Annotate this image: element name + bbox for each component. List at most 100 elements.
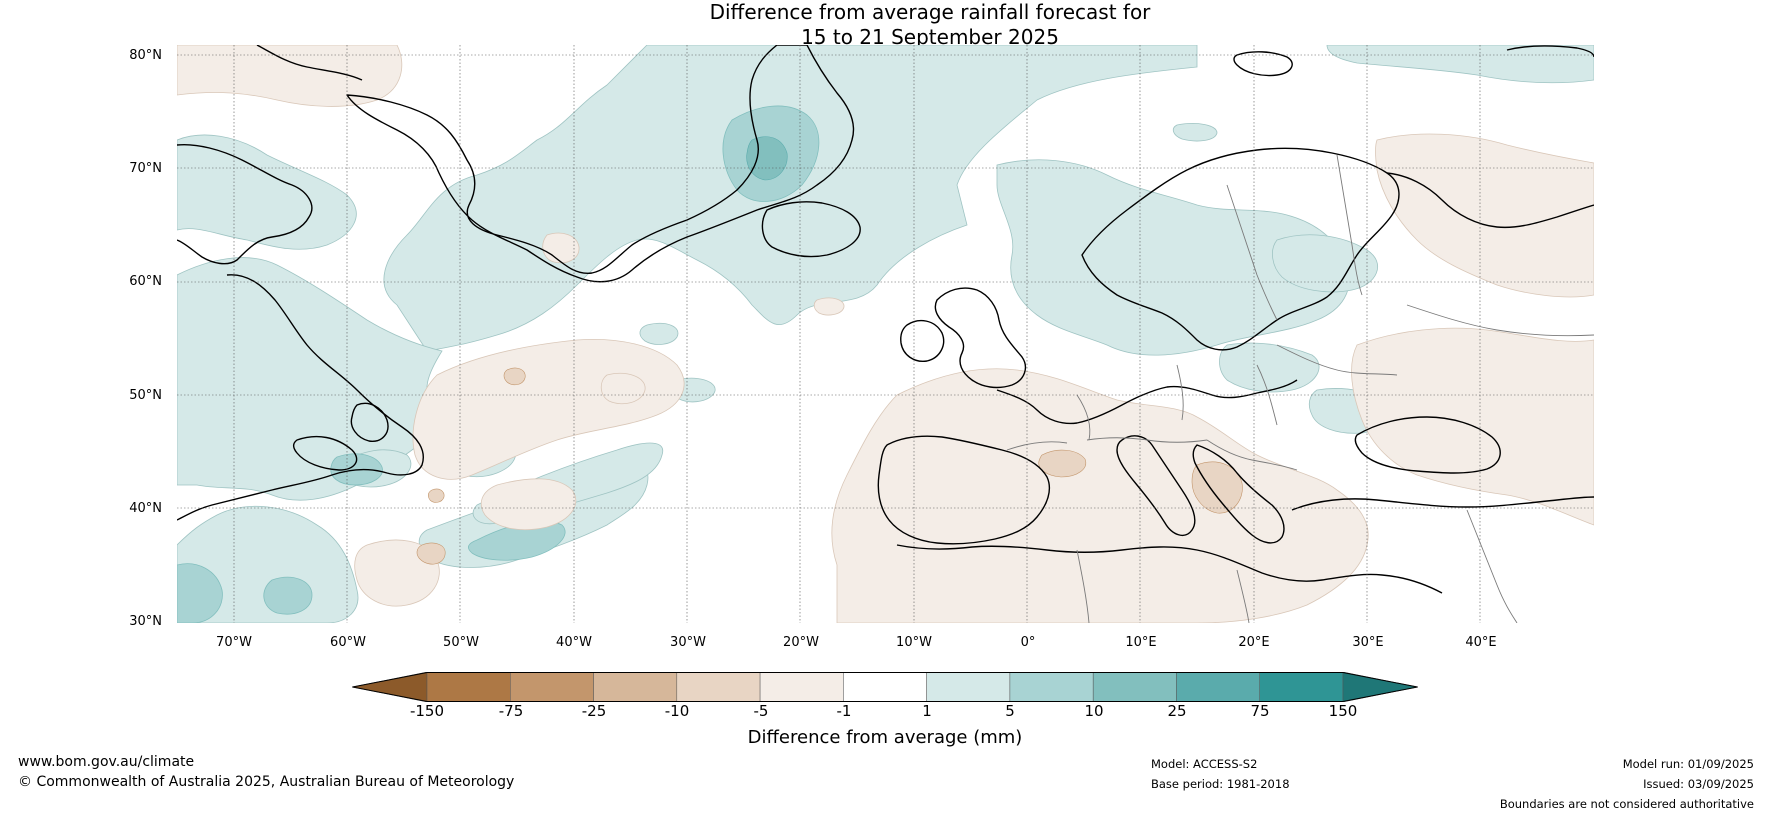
colorbar-tick-minus-5: -5	[753, 702, 769, 720]
wet-area-baltic	[1272, 234, 1378, 293]
coastline-greenland	[346, 45, 855, 283]
dry-area-scandinavia-north	[1375, 133, 1594, 298]
boundary-libya	[1236, 569, 1250, 623]
boundary-finland	[1336, 154, 1363, 296]
coastline-turkey	[1291, 496, 1594, 511]
colorbar-tick-minus-25: -25	[581, 702, 607, 720]
issued-info: Issued: 03/09/2025	[1643, 777, 1754, 791]
dry-area-iberia-mediterranean	[831, 368, 1369, 623]
wet-core-dark	[746, 136, 788, 181]
wet-area-canadian-arctic	[177, 134, 357, 250]
colorbar-cell-5-to-10	[1009, 672, 1094, 702]
coastline-nova-scotia	[292, 435, 358, 471]
colorbar-label: Difference from average (mm)	[747, 727, 1023, 748]
dry-area-north-canada	[177, 45, 403, 107]
coastline-canadian-arctic	[177, 143, 313, 265]
lon-label-70w: 70°W	[216, 635, 252, 650]
dry-area-northwest-atlantic	[480, 478, 577, 531]
title-line-1: Difference from average rainfall forecas…	[709, 0, 1151, 24]
colorbar-tick-10: 10	[1084, 702, 1104, 720]
colorbar-extension-above-150	[1342, 672, 1418, 702]
disclaimer-text: Boundaries are not considered authoritat…	[1499, 797, 1754, 811]
boundary-eastern-europe	[1276, 344, 1398, 376]
colorbar-cell-minus-150-to-minus-75	[426, 672, 511, 702]
coastline-ellesmere	[256, 45, 363, 81]
colorbar-tick-minus-1: -1	[836, 702, 852, 720]
coastline-iceland	[761, 201, 861, 258]
coastline-novaya-zemlya	[1506, 45, 1594, 58]
colorbar-tick-1: 1	[922, 702, 932, 720]
colorbar	[352, 672, 1418, 702]
coastline-ireland	[900, 319, 945, 362]
wet-area-mid-atlantic-small	[639, 322, 679, 345]
coastline-british-isles	[934, 287, 1027, 389]
colorbar-tick-minus-10: -10	[664, 702, 690, 720]
wet-area-central-europe	[1219, 342, 1320, 393]
colorbar-tick-150: 150	[1328, 702, 1358, 720]
graticule	[177, 45, 1594, 623]
boundary-balkans	[1206, 439, 1298, 471]
rainfall-difference-map	[177, 45, 1594, 623]
colorbar-cell-10-to-25	[1092, 672, 1177, 702]
dry-core-gulf-of-lion	[1038, 449, 1087, 478]
country-boundaries	[1006, 154, 1594, 623]
coastline-italy	[1116, 435, 1196, 537]
wet-core-subtropics	[263, 576, 313, 615]
boundary-germany-poland	[1176, 364, 1184, 421]
colorbar-cell-75-to-150	[1259, 672, 1344, 702]
coastline-norway-sweden	[1081, 147, 1400, 351]
boundary-poland-ukraine	[1256, 364, 1278, 426]
colorbar-tick-75: 75	[1250, 702, 1270, 720]
dry-core-atlantic-a	[503, 367, 526, 386]
lon-label-10e: 10°E	[1125, 635, 1157, 650]
dry-core-atlantic-b	[416, 542, 446, 565]
boundary-france-spain	[1006, 441, 1068, 451]
dry-area-iceland-south	[813, 297, 845, 316]
coastline-finland-russia	[1386, 172, 1594, 229]
lon-label-30w: 30°W	[670, 635, 706, 650]
colorbar-cell-minus-5-to-minus-1	[759, 672, 844, 702]
colorbar-cell-minus-10-to-minus-5	[676, 672, 761, 702]
lat-label-60n: 60°N	[129, 274, 162, 289]
lon-label-20e: 20°E	[1238, 635, 1270, 650]
colorbar-tick-minus-150: -150	[409, 702, 445, 720]
colorbar-tick-5: 5	[1005, 702, 1015, 720]
colorbar-cells	[352, 672, 1418, 702]
lon-label-30e: 30°E	[1352, 635, 1384, 650]
coastline-black-sea	[1354, 416, 1501, 474]
wet-core-dark-greenland	[746, 136, 788, 181]
model-info: Model: ACCESS-S2	[1151, 757, 1258, 771]
colorbar-cell-1-to-5	[926, 672, 1011, 702]
boundary-alps	[1086, 437, 1208, 443]
colorbar-extension-below-minus-150	[352, 672, 428, 702]
dry-cores	[416, 367, 1243, 565]
website-link[interactable]: www.bom.gov.au/climate	[18, 754, 195, 770]
coastline-iberia	[877, 435, 1051, 545]
coastline-western-europe	[996, 379, 1298, 425]
coastline-labrador	[177, 274, 424, 521]
lon-label-60w: 60°W	[330, 635, 366, 650]
dry-area-mid-atlantic-west	[600, 373, 646, 405]
wet-area-greenland-atlantic	[383, 45, 1198, 352]
wet-core-southwest	[177, 563, 223, 623]
base-period-info: Base period: 1981-2018	[1151, 777, 1290, 791]
colorbar-cell-minus-1-to-1	[843, 672, 927, 702]
map-title: Difference from average rainfall forecas…	[0, 0, 1770, 50]
dry-core-atlantic-c	[427, 488, 445, 503]
lat-label-40n: 40°N	[129, 501, 162, 516]
coastline-newfoundland	[350, 402, 389, 442]
boundary-russia-east	[1406, 304, 1594, 337]
wet-area-north-sea-scandinavia	[996, 159, 1350, 356]
boundary-france-germany	[1076, 394, 1091, 441]
boundary-scandinavia	[1226, 184, 1278, 321]
colorbar-tick-minus-75: -75	[498, 702, 524, 720]
model-run-info: Model run: 01/09/2025	[1622, 757, 1754, 771]
colorbar-tick-25: 25	[1167, 702, 1187, 720]
lon-label-10w: 10°W	[896, 635, 932, 650]
lat-label-70n: 70°N	[129, 161, 162, 176]
lon-label-0: 0°	[1020, 635, 1036, 650]
wet-area-svalbard	[1326, 45, 1594, 84]
coastline-north-africa	[896, 544, 1443, 594]
coastline-svalbard	[1233, 51, 1293, 77]
